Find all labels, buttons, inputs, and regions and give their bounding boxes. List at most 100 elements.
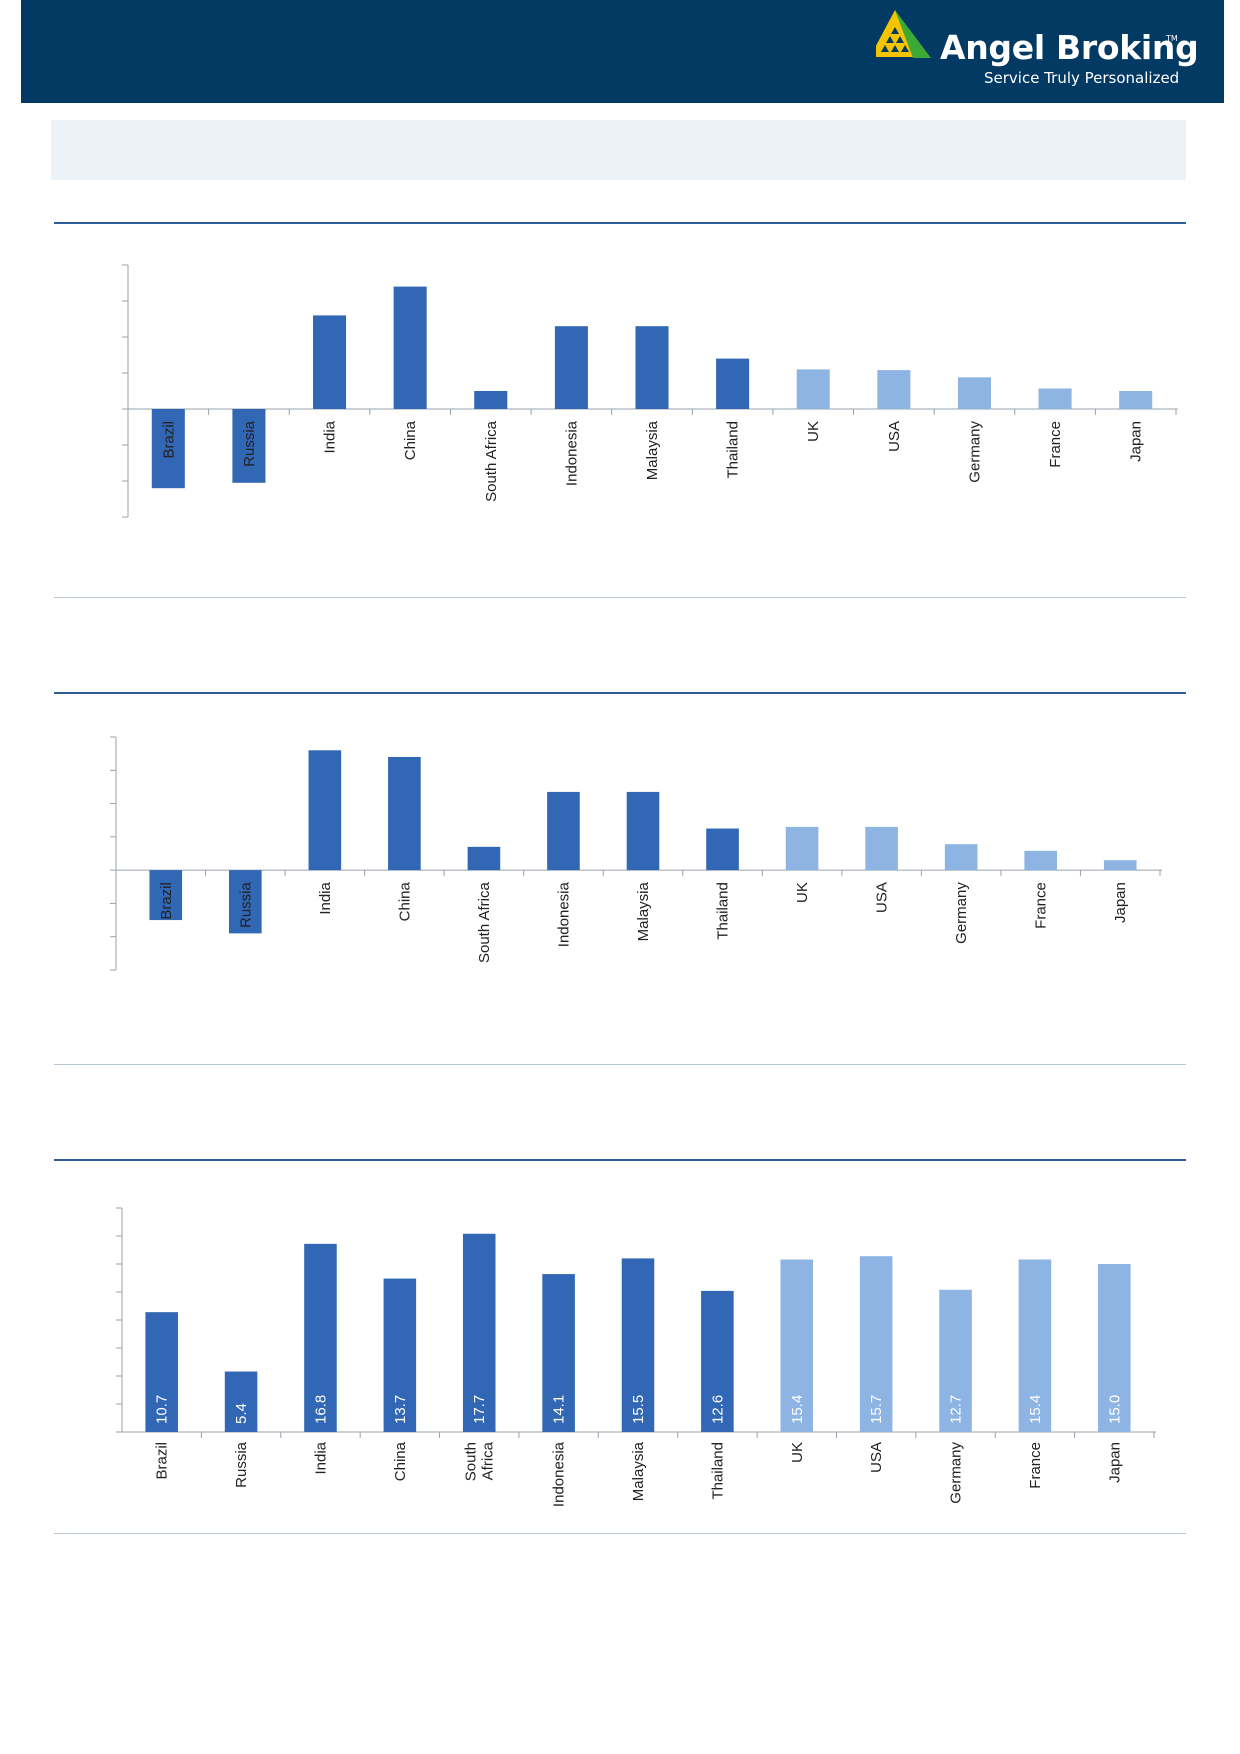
bar-malaysia	[626, 791, 660, 871]
category-label-russia: Russia	[233, 1441, 250, 1488]
category-label-text: Germany	[953, 882, 970, 944]
bar-south-africa	[467, 846, 501, 871]
bar-india	[313, 315, 347, 409]
bar-japan	[1119, 391, 1153, 409]
category-label-text: Africa	[480, 1441, 497, 1480]
data-label-thailand: 12.6	[709, 1395, 726, 1424]
data-label-text: 15.0	[1106, 1395, 1123, 1424]
category-label-russia: Russia	[241, 420, 258, 467]
bar-south-africa	[474, 391, 508, 409]
data-label-text: 15.4	[789, 1395, 806, 1424]
category-label-text: Indonesia	[563, 420, 580, 486]
category-label-usa: USA	[874, 882, 891, 913]
category-label-uk: UK	[794, 882, 811, 903]
chart2-bottom-rule	[54, 1064, 1186, 1065]
bar-germany	[957, 377, 991, 409]
data-label-text: 17.7	[471, 1395, 488, 1424]
bar-china	[393, 286, 427, 409]
bar-india	[304, 1243, 337, 1432]
chart1-bottom-rule	[54, 597, 1186, 598]
category-label-germany: Germany	[966, 421, 983, 483]
category-label-malaysia: Malaysia	[630, 1441, 647, 1501]
data-label-germany: 12.7	[948, 1395, 965, 1424]
category-label-text: Brazil	[160, 421, 177, 459]
data-label-malaysia: 15.5	[630, 1395, 647, 1424]
category-label-text: USA	[874, 882, 891, 913]
category-label-text: Thailand	[725, 421, 742, 479]
bar-usa	[877, 370, 911, 409]
category-label-text: Germany	[966, 421, 983, 483]
category-label-brazil: Brazil	[158, 882, 175, 920]
category-label-text: India	[322, 420, 339, 453]
category-label-usa: USA	[886, 421, 903, 452]
category-label-malaysia: Malaysia	[644, 420, 661, 480]
bar-japan	[1103, 860, 1137, 871]
category-label-text: Indonesia	[555, 881, 572, 947]
bar-indonesia	[542, 1274, 575, 1432]
category-label-text: China	[396, 881, 413, 921]
category-label-text: Russia	[237, 881, 254, 928]
data-label-usa: 15.7	[868, 1395, 885, 1424]
data-label-brazil: 10.7	[154, 1395, 171, 1424]
bar-france	[1038, 388, 1072, 409]
bar-thailand	[701, 1290, 734, 1432]
category-label-uk: UK	[789, 1442, 806, 1463]
bar-indonesia	[547, 791, 580, 871]
category-label-russia: Russia	[237, 881, 254, 928]
chart1-top-rule	[54, 222, 1186, 224]
category-label-text: France	[1047, 421, 1064, 468]
category-label-text: Malaysia	[630, 1441, 647, 1501]
bar-china	[383, 1278, 417, 1432]
category-label-text: Brazil	[154, 1442, 171, 1480]
category-label-text: UK	[789, 1442, 806, 1463]
category-label-france: France	[1033, 882, 1050, 929]
bar-japan	[1098, 1264, 1131, 1432]
category-label-text: Germany	[948, 1442, 965, 1504]
category-label-india: India	[312, 1441, 329, 1474]
category-label-text: France	[1027, 1442, 1044, 1489]
bar-germany	[944, 844, 978, 871]
bar-brazil	[145, 1312, 178, 1432]
category-label-text: China	[392, 1441, 409, 1481]
chart3-bar-chart: Brazil 10.7 Russia 5.4 India 16.8 China 13.7 Sou…	[116, 1207, 1156, 1507]
header-bar	[21, 0, 1224, 103]
data-label-china: 13.7	[392, 1395, 409, 1424]
chart2-top-rule	[54, 692, 1186, 694]
brand-name: Angel Broking	[940, 28, 1199, 67]
category-label-china: China	[392, 1441, 409, 1481]
bar-usa	[859, 1256, 893, 1432]
data-label-text: 10.7	[154, 1395, 171, 1424]
category-label-south-africa: South Africa	[483, 420, 500, 502]
bar-thailand	[706, 828, 739, 871]
category-label-brazil: Brazil	[160, 421, 177, 459]
bar-uk	[785, 826, 819, 871]
data-label-france: 15.4	[1027, 1395, 1044, 1424]
bar-russia	[232, 409, 266, 483]
category-label-text: Thailand	[709, 1442, 726, 1500]
bar-uk	[796, 369, 830, 409]
data-label-indonesia: 14.1	[551, 1395, 568, 1424]
category-label-japan: Japan	[1112, 882, 1129, 923]
category-label-text: France	[1033, 882, 1050, 929]
bar-thailand	[716, 358, 750, 409]
angel-broking-logo-icon	[876, 10, 931, 58]
chart3-top-rule	[54, 1159, 1186, 1161]
category-label-text: UK	[805, 421, 822, 442]
bar-russia	[229, 870, 262, 934]
bar-brazil	[151, 409, 185, 489]
category-label-text: South Africa	[483, 420, 500, 502]
category-label-india: India	[322, 420, 339, 453]
data-label-text: 12.6	[709, 1395, 726, 1424]
category-label-text: Japan	[1106, 1442, 1123, 1483]
category-label-malaysia: Malaysia	[635, 881, 652, 941]
brand-tagline: Service Truly Personalized	[984, 69, 1180, 87]
category-label-text: South	[463, 1442, 480, 1481]
category-label-thailand: Thailand	[725, 421, 742, 479]
data-label-text: 15.5	[630, 1395, 647, 1424]
chart2-bar-chart: Brazil Russia India China South Africa Indone…	[110, 736, 1162, 971]
category-label-text: South Africa	[476, 881, 493, 963]
category-label-text: UK	[794, 882, 811, 903]
bar-france	[1018, 1259, 1052, 1432]
data-label-text: 14.1	[551, 1395, 568, 1424]
category-label-brazil: Brazil	[154, 1442, 171, 1480]
